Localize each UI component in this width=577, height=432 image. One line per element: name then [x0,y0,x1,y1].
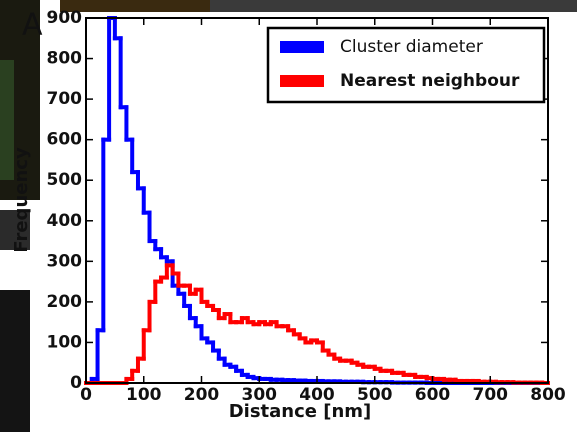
y-tick-label: 500 [47,170,83,190]
y-tick-label: 300 [47,251,83,271]
y-tick-label: 400 [47,211,83,231]
x-tick-label: 0 [80,385,92,405]
y-tick-label: 800 [47,49,83,69]
x-tick-label: 500 [357,385,393,405]
x-tick-label: 800 [530,385,566,405]
y-tick-label: 600 [47,130,83,150]
x-tick-label: 300 [242,385,278,405]
y-tick-label: 200 [47,292,83,312]
legend-swatch [280,41,324,53]
y-tick-label: 700 [47,89,83,109]
x-tick-label: 100 [126,385,162,405]
legend-label: Cluster diameter [340,37,483,57]
x-tick-label: 200 [184,385,220,405]
y-tick-label: 900 [47,8,83,28]
panel-label: A [22,8,43,43]
y-tick-label: 0 [70,373,82,393]
y-axis-title: Frequency [11,147,32,253]
x-axis-title: Distance [nm] [229,401,372,422]
legend-label: Nearest neighbour [340,71,520,91]
y-tick-label: 100 [47,332,83,352]
legend-swatch [280,75,324,87]
x-tick-label: 600 [415,385,451,405]
x-tick-label: 400 [299,385,335,405]
x-tick-label: 700 [473,385,509,405]
legend-box [266,26,546,104]
